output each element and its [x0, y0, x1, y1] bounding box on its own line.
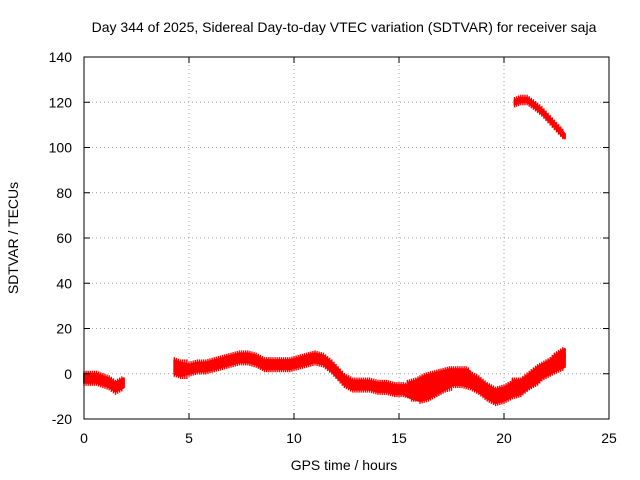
- series-band: [513, 96, 566, 140]
- axes: 0 5 10 15 20 25 -20 0 20 40 60 80 100 120 140: [49, 49, 617, 446]
- y-tick-label: 0: [64, 366, 72, 382]
- data-series: [83, 94, 566, 407]
- plot-frame: [83, 56, 610, 420]
- series-track-4: [511, 347, 566, 393]
- y-tick-label: 80: [56, 185, 72, 201]
- y-axis-title: SDTVAR / TECUs: [5, 182, 21, 294]
- y-tick-label: 20: [56, 321, 72, 337]
- x-tick-label: 5: [185, 430, 193, 446]
- x-tick-label: 25: [601, 430, 617, 446]
- series-track-3: [406, 366, 472, 395]
- series-track-1: [83, 370, 125, 395]
- chart-title: Day 344 of 2025, Sidereal Day-to-day VTE…: [92, 19, 597, 35]
- x-tick-label: 10: [286, 430, 302, 446]
- y-tick-label: 140: [49, 49, 73, 65]
- y-tick-label: 100: [49, 140, 73, 156]
- y-tick-label: 60: [56, 230, 72, 246]
- series-track-2: [173, 350, 566, 407]
- y-tick-label: 120: [49, 94, 73, 110]
- x-tick-label: 20: [496, 430, 512, 446]
- y-tick-label: 40: [56, 275, 72, 291]
- series-track-5: [513, 94, 566, 140]
- grid: [84, 57, 609, 419]
- x-axis-title: GPS time / hours: [291, 457, 398, 473]
- y-tick-label: -20: [52, 411, 72, 427]
- x-tick-label: 0: [80, 430, 88, 446]
- x-tick-label: 15: [391, 430, 407, 446]
